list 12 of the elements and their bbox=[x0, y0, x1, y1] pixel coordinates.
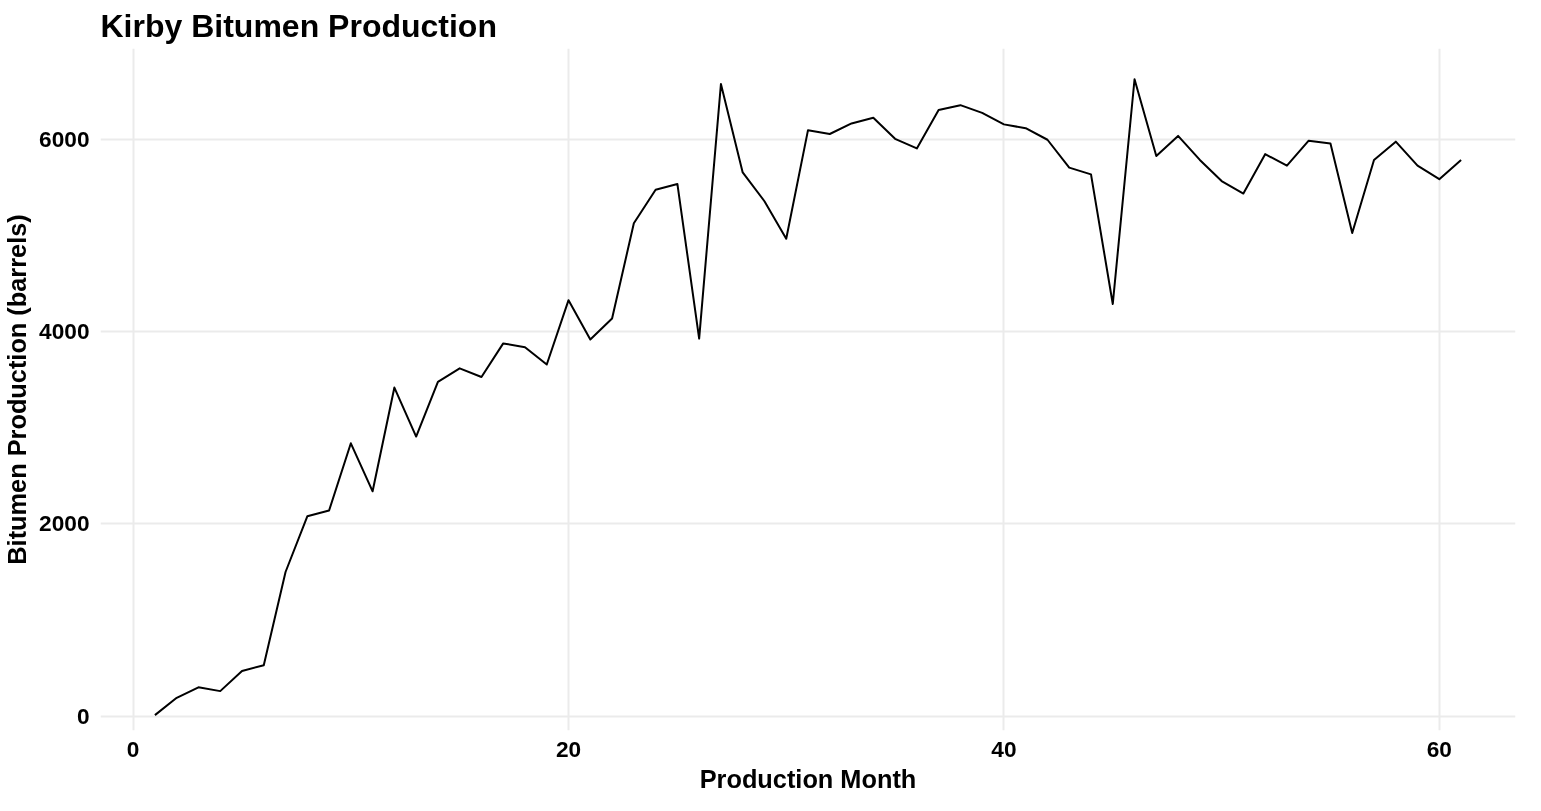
x-tick-label: 20 bbox=[555, 735, 582, 762]
x-tick-label: 0 bbox=[126, 735, 140, 762]
y-tick-label: 4000 bbox=[39, 318, 90, 345]
x-tick-label: 40 bbox=[991, 735, 1017, 762]
x-tick-label: 60 bbox=[1426, 735, 1452, 762]
x-axis-title: Production Month bbox=[699, 764, 917, 793]
y-tick-label: 0 bbox=[76, 702, 90, 729]
line-series bbox=[153, 78, 1463, 717]
chart-title: Kirby Bitumen Production bbox=[100, 7, 497, 44]
y-tick-label: 6000 bbox=[39, 126, 90, 153]
y-axis-title: Bitumen Production (barrels) bbox=[3, 214, 32, 565]
y-tick-label: 2000 bbox=[39, 510, 90, 537]
